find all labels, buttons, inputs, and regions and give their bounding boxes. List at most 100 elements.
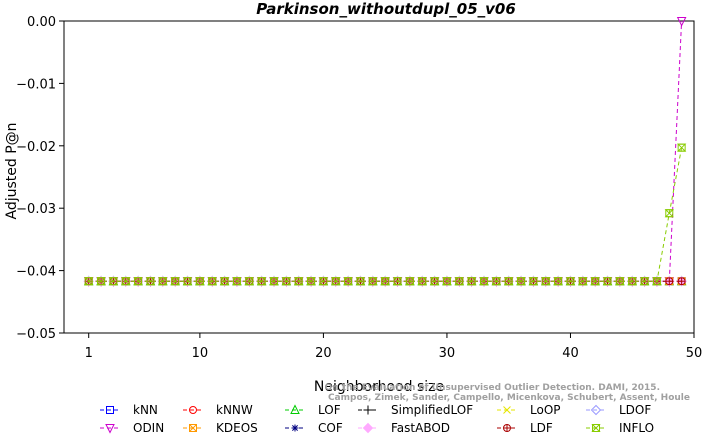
data-point bbox=[293, 277, 304, 286]
legend-item-fastabod: FastABOD bbox=[358, 421, 450, 434]
legend-item-knnw: kNNW bbox=[183, 403, 253, 417]
data-point bbox=[417, 277, 427, 286]
data-point bbox=[491, 277, 502, 286]
y-tick-label: −0.05 bbox=[16, 327, 56, 342]
data-point bbox=[664, 209, 675, 218]
data-point bbox=[269, 277, 279, 286]
watermark-line-2: On the Evaluation of Unsupervised Outlie… bbox=[325, 383, 660, 393]
legend-item-inflo: INFLO bbox=[586, 421, 654, 434]
data-point bbox=[578, 277, 588, 286]
x-tick-label: 10 bbox=[192, 346, 209, 361]
data-point bbox=[170, 277, 180, 286]
series-inflo bbox=[83, 143, 687, 286]
data-point bbox=[652, 277, 662, 286]
data-point bbox=[133, 277, 143, 286]
y-tick-label: 0.00 bbox=[27, 15, 56, 30]
data-point bbox=[108, 277, 119, 286]
data-point bbox=[121, 277, 131, 286]
x-tick-label: 50 bbox=[686, 346, 703, 361]
data-point bbox=[281, 277, 292, 286]
data-point bbox=[355, 277, 366, 286]
chart-title: Parkinson_withoutdupl_05_v06 bbox=[256, 0, 516, 18]
y-tick-label: −0.03 bbox=[16, 202, 56, 217]
legend-item-simplifiedlof: SimplifiedLOF bbox=[358, 403, 473, 417]
data-point bbox=[442, 277, 452, 286]
data-point bbox=[380, 277, 390, 286]
legend-item-odin: ODIN bbox=[100, 421, 164, 434]
data-point bbox=[405, 277, 415, 286]
legend: kNN kNNW LOF SimplifiedLOF LoOP LDOF ODIN KDEOS… bbox=[100, 403, 654, 434]
legend-label: LDF bbox=[530, 421, 553, 434]
series-line bbox=[88, 20, 683, 282]
x-tick-label: 40 bbox=[562, 346, 579, 361]
data-point bbox=[207, 277, 217, 286]
legend-label: kNNW bbox=[216, 403, 253, 417]
watermark: Campos, Zimek, Sander, Campello, Micenko… bbox=[325, 383, 690, 403]
legend-marker bbox=[362, 422, 374, 434]
data-point bbox=[639, 277, 650, 286]
data-point bbox=[627, 277, 637, 286]
legend-marker bbox=[189, 424, 197, 432]
data-point bbox=[232, 277, 242, 286]
data-point bbox=[219, 277, 230, 286]
series-line bbox=[88, 147, 683, 282]
legend-marker bbox=[290, 404, 300, 414]
data-point bbox=[368, 277, 378, 286]
series-odin bbox=[83, 17, 687, 287]
plot-frame bbox=[63, 20, 695, 334]
legend-item-lof: LOF bbox=[285, 403, 341, 417]
legend-marker bbox=[105, 424, 115, 434]
plot-area bbox=[63, 20, 695, 334]
series-layer bbox=[83, 17, 687, 287]
legend-label: LoOP bbox=[530, 403, 561, 417]
y-tick-label: −0.04 bbox=[16, 265, 56, 280]
legend-item-ldof: LDOF bbox=[586, 403, 651, 417]
data-point bbox=[553, 277, 563, 286]
x-tick-label: 1 bbox=[85, 346, 93, 361]
legend-item-kdeos: KDEOS bbox=[183, 421, 258, 434]
legend-label: ODIN bbox=[133, 421, 164, 434]
legend-marker bbox=[106, 406, 114, 414]
data-point bbox=[516, 277, 526, 286]
data-point bbox=[615, 277, 625, 286]
data-point bbox=[331, 277, 341, 286]
legend-label: COF bbox=[318, 421, 343, 434]
legend-marker bbox=[591, 424, 601, 432]
data-point bbox=[602, 277, 613, 286]
data-point bbox=[306, 277, 316, 286]
legend-marker bbox=[363, 405, 373, 415]
data-point bbox=[479, 277, 489, 286]
data-point bbox=[676, 143, 687, 152]
x-axis: 1 10 20 30 40 50 bbox=[85, 333, 703, 361]
data-point bbox=[590, 277, 600, 286]
data-point bbox=[466, 277, 477, 286]
legend-marker bbox=[503, 406, 511, 414]
legend-label: FastABOD bbox=[391, 421, 450, 434]
data-point bbox=[392, 277, 403, 286]
legend-label: INFLO bbox=[619, 421, 654, 434]
legend-marker bbox=[291, 424, 299, 432]
data-point bbox=[256, 277, 267, 286]
legend-label: LDOF bbox=[619, 403, 651, 417]
data-point bbox=[158, 277, 168, 286]
data-point bbox=[96, 277, 106, 286]
legend-marker bbox=[503, 424, 511, 432]
data-point bbox=[454, 277, 465, 286]
data-point bbox=[195, 277, 205, 286]
legend-item-knn: kNN bbox=[100, 403, 158, 417]
data-point bbox=[182, 277, 193, 286]
x-axis-label: Neighborhood size bbox=[314, 379, 444, 395]
data-point bbox=[541, 277, 551, 286]
legend-item-loop: LoOP bbox=[497, 403, 561, 417]
legend-item-cof: COF bbox=[285, 421, 343, 434]
legend-label: LOF bbox=[318, 403, 341, 417]
data-point bbox=[528, 277, 539, 286]
y-tick-label: −0.01 bbox=[16, 77, 56, 92]
legend-marker bbox=[189, 406, 197, 414]
data-point bbox=[83, 277, 94, 286]
data-point bbox=[318, 277, 329, 286]
data-point bbox=[145, 277, 156, 286]
y-axis-label: Adjusted P@n bbox=[4, 122, 20, 219]
data-point bbox=[677, 277, 686, 286]
